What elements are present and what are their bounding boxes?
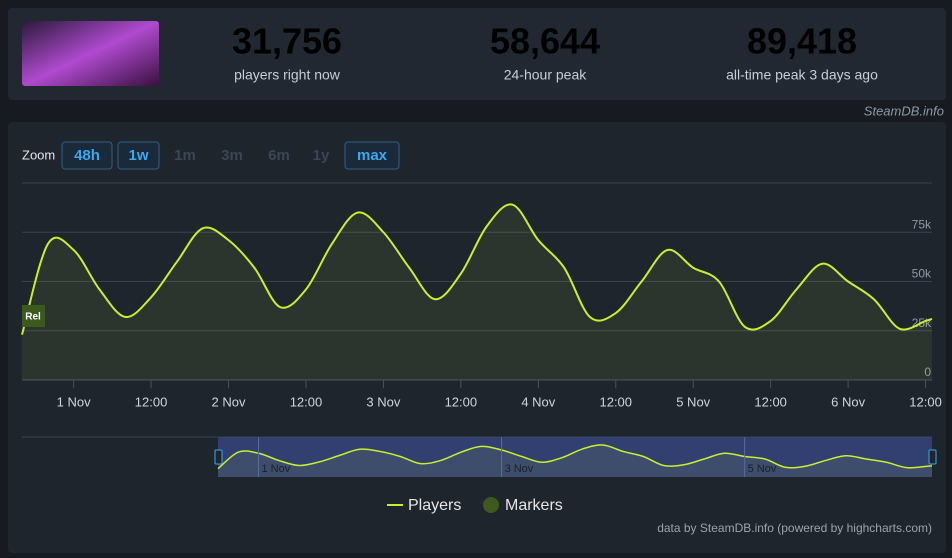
credit[interactable]: data by SteamDB.info (powered by highcha…: [657, 521, 932, 535]
legend-label[interactable]: Players: [408, 497, 461, 514]
zoom-button[interactable]: [61, 141, 113, 170]
legend-label[interactable]: Markers: [505, 497, 563, 514]
zoom-button-label[interactable]: 6m: [268, 147, 290, 164]
game-thumbnail[interactable]: [22, 21, 159, 86]
release-marker-label: Rel: [25, 312, 41, 323]
release-marker[interactable]: [22, 305, 45, 327]
navigator-tick-label: 5 Nov: [748, 463, 777, 475]
zoom-button-label[interactable]: 1m: [174, 147, 196, 164]
stats-panel: [8, 8, 946, 100]
zoom-button[interactable]: [117, 141, 160, 170]
zoom-button-label[interactable]: 48h: [74, 147, 100, 164]
x-tick-label: 12:00: [754, 394, 787, 409]
x-tick-label: 2 Nov: [212, 394, 246, 409]
x-tick-label: 12:00: [135, 394, 168, 409]
zoom-label: Zoom: [22, 147, 55, 162]
zoom-button-label[interactable]: max: [357, 147, 388, 164]
y-tick-label: 75k: [912, 217, 932, 231]
navigator-line-area: [218, 444, 932, 477]
navigator-tick-label: 3 Nov: [505, 463, 534, 475]
stat-value: 58,644: [490, 21, 600, 62]
y-tick-label: 50k: [912, 267, 932, 281]
x-tick-label: 12:00: [599, 394, 632, 409]
x-tick-label: 12:00: [290, 394, 323, 409]
x-tick-label: 6 Nov: [831, 394, 865, 409]
stat-label: players right now: [234, 67, 341, 83]
x-tick-label: 12:00: [445, 394, 478, 409]
x-tick-label: 1 Nov: [57, 394, 91, 409]
stat-value: 31,756: [232, 21, 342, 62]
legend-marker: [483, 497, 499, 513]
x-tick-label: 5 Nov: [676, 394, 710, 409]
navigator-handle[interactable]: [928, 449, 937, 465]
x-tick-label: 12:00: [909, 394, 942, 409]
zoom-button-label[interactable]: 1w: [128, 147, 148, 164]
zoom-button-label[interactable]: 1y: [313, 147, 330, 164]
stat-value: 89,418: [747, 21, 857, 62]
zoom-buttons: 48h 1w 1m 3m 6m 1y max: [61, 141, 400, 170]
stat-label: 24-hour peak: [504, 67, 588, 83]
navigator-handle[interactable]: [214, 449, 223, 465]
navigator-line: [217, 444, 933, 470]
x-tick-label: 3 Nov: [366, 394, 400, 409]
navigator-tick-label: 1 Nov: [262, 463, 291, 475]
source-link[interactable]: SteamDB.info: [864, 103, 944, 118]
y-tick-label: 0: [924, 365, 931, 379]
players-line-area: [22, 204, 932, 380]
stat-label: all-time peak 3 days ago: [726, 67, 878, 83]
players-line: [21, 203, 933, 335]
x-tick-label: 4 Nov: [521, 394, 555, 409]
zoom-button-label[interactable]: 3m: [221, 147, 243, 164]
zoom-button[interactable]: [344, 141, 400, 170]
